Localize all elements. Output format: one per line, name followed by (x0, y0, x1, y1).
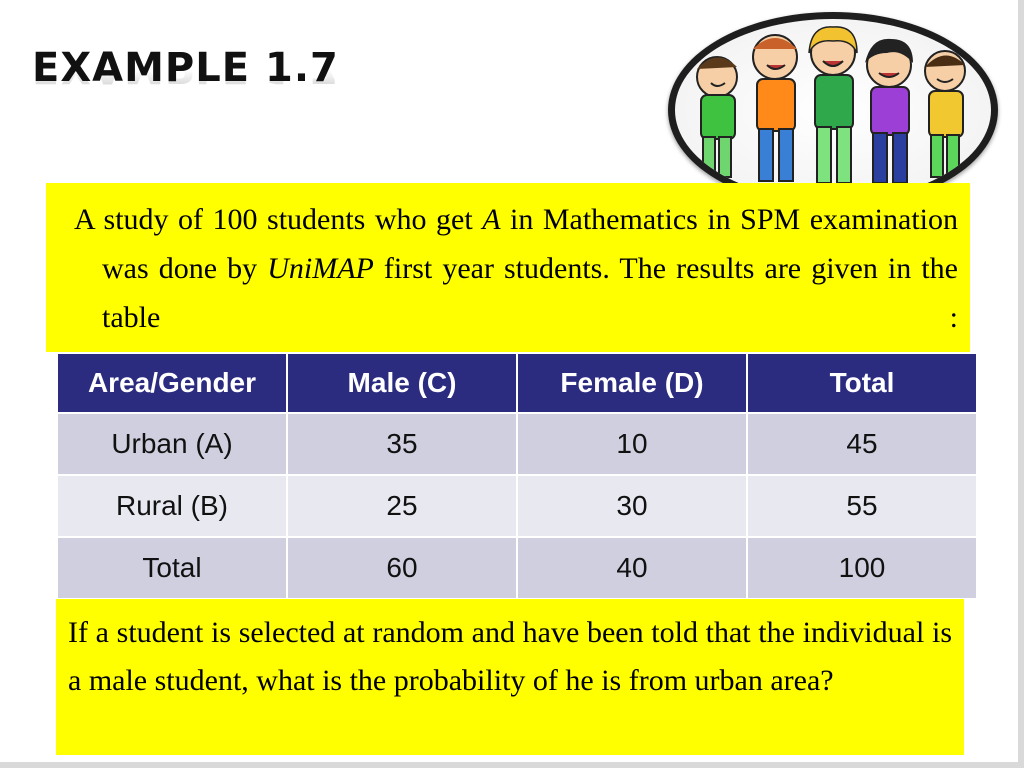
question-text-box: If a student is selected at random and h… (56, 599, 964, 755)
table-cell: 25 (286, 474, 518, 538)
intro-part-3: first year students. The results are giv… (102, 252, 958, 334)
slide-title: EXAMPLE 1.7 (32, 45, 339, 91)
slide-title-reflection: EXAMPLE 1.7 (32, 70, 339, 88)
table-header-row: Area/Gender Male (C) Female (D) Total (56, 352, 978, 414)
table-cell: Rural (B) (56, 474, 288, 538)
table-cell: 55 (746, 474, 978, 538)
table-cell: 10 (516, 412, 748, 476)
kid-figure (696, 56, 738, 178)
data-table: Area/Gender Male (C) Female (D) Total Ur… (56, 352, 978, 600)
table-row: Urban (A) 35 10 45 (56, 412, 978, 476)
table-cell: Total (56, 536, 288, 600)
table-cell: 45 (746, 412, 978, 476)
intro-grade: A (482, 203, 501, 236)
table-cell: Urban (A) (56, 412, 288, 476)
kids-illustration (675, 19, 991, 201)
table-cell: 35 (286, 412, 518, 476)
table-cell: 40 (516, 536, 748, 600)
kids-group-image (668, 12, 998, 208)
table-header-cell: Area/Gender (56, 352, 288, 414)
table-cell: 60 (286, 536, 518, 600)
intro-paragraph: A study of 100 students who get A in Mat… (74, 195, 958, 342)
intro-text-box: A study of 100 students who get A in Mat… (46, 183, 970, 352)
table-cell: 30 (516, 474, 748, 538)
intro-org: UniMAP (267, 252, 374, 285)
table-row: Rural (B) 25 30 55 (56, 474, 978, 538)
table-cell: 100 (746, 536, 978, 600)
table-row: Total 60 40 100 (56, 536, 978, 600)
kid-figure (865, 38, 913, 184)
table-header-cell: Female (D) (516, 352, 748, 414)
question-paragraph: If a student is selected at random and h… (68, 616, 952, 697)
kid-figure (924, 50, 966, 178)
table-header-cell: Male (C) (286, 352, 518, 414)
intro-part-2: in Mathematics in SPM examination was do… (102, 203, 958, 285)
intro-part-1: A study of 100 students who get (74, 203, 483, 236)
table-header-cell: Total (746, 352, 978, 414)
kid-figure (752, 34, 798, 182)
kid-figure (808, 26, 858, 184)
kids-illustration-svg (696, 26, 966, 184)
